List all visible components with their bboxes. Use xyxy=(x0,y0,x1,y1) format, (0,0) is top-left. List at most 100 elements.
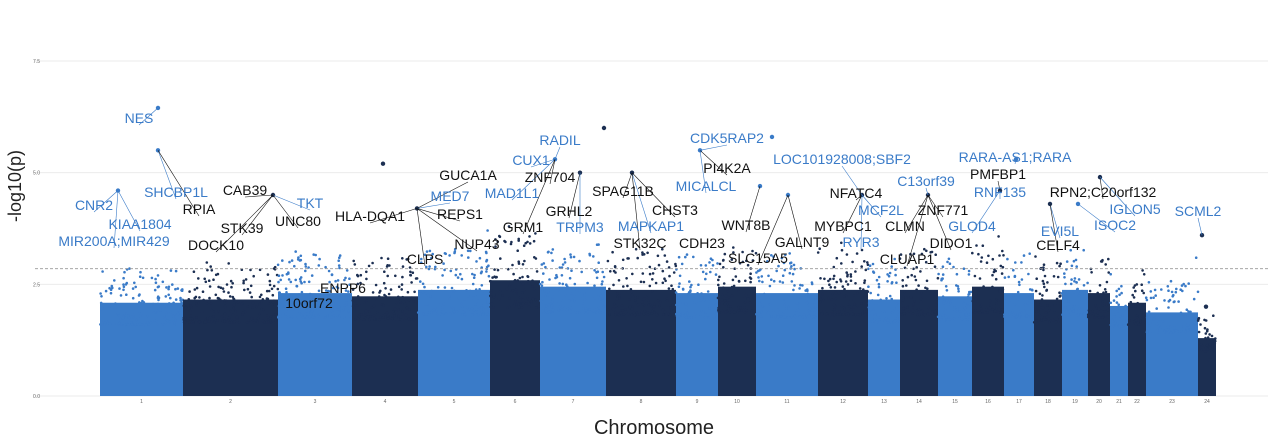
snp-point xyxy=(524,302,528,305)
snp-point xyxy=(648,284,652,288)
snp-point xyxy=(767,293,771,297)
x-tick-label: 21 xyxy=(1116,399,1122,405)
snp-point xyxy=(601,270,604,274)
snp-point xyxy=(936,315,940,319)
snp-point xyxy=(120,322,124,326)
snp-point xyxy=(810,315,814,319)
snp-point xyxy=(1078,306,1081,310)
snp-point xyxy=(1115,323,1119,326)
snp-point xyxy=(1148,330,1152,334)
snp-point xyxy=(746,263,750,267)
snp-point xyxy=(223,299,226,302)
snp-point xyxy=(485,258,489,262)
snp-point xyxy=(99,292,102,295)
x-tick-label: 15 xyxy=(952,399,958,405)
snp-point xyxy=(1170,290,1174,294)
snp-point xyxy=(174,287,177,291)
top-snp-point xyxy=(769,134,775,140)
snp-point xyxy=(383,270,386,274)
snp-point xyxy=(667,312,670,316)
snp-point xyxy=(704,264,708,267)
snp-point xyxy=(963,306,967,310)
snp-point xyxy=(864,268,868,272)
snp-point xyxy=(460,302,463,305)
snp-point xyxy=(307,309,311,312)
snp-point xyxy=(860,302,863,305)
snp-point xyxy=(904,296,908,300)
snp-point xyxy=(867,267,870,271)
snp-point xyxy=(806,289,809,293)
snp-point xyxy=(481,313,485,317)
snp-point xyxy=(406,290,410,294)
snp-point xyxy=(251,306,254,309)
snp-point xyxy=(285,291,288,294)
snp-point xyxy=(397,295,400,299)
snp-point xyxy=(254,319,257,322)
snp-point xyxy=(530,299,533,303)
snp-point xyxy=(570,298,574,301)
snp-point xyxy=(534,306,538,309)
snp-point xyxy=(973,274,977,278)
snp-point xyxy=(233,320,236,324)
snp-point xyxy=(1064,308,1068,312)
snp-point xyxy=(261,319,265,323)
snp-point xyxy=(153,288,157,292)
snp-point xyxy=(348,277,351,281)
snp-point xyxy=(1204,336,1207,340)
snp-point xyxy=(109,291,113,295)
label-leader-line xyxy=(511,159,556,201)
snp-point xyxy=(269,319,272,323)
snp-point xyxy=(467,256,470,259)
snp-point xyxy=(547,310,551,314)
snp-point xyxy=(338,307,341,311)
snp-point xyxy=(568,276,572,280)
snp-point xyxy=(926,287,929,291)
snp-point xyxy=(1034,320,1037,324)
chromosome-point-band xyxy=(1088,293,1110,396)
gene-label: SHCBP1L xyxy=(144,184,208,200)
snp-point xyxy=(212,315,215,318)
snp-point xyxy=(708,297,711,301)
snp-point xyxy=(1016,312,1019,316)
snp-point xyxy=(1179,311,1183,315)
label-leader-line xyxy=(241,194,274,236)
snp-point xyxy=(1192,297,1196,301)
snp-point xyxy=(213,321,216,324)
snp-point xyxy=(890,311,894,315)
snp-point xyxy=(812,304,815,308)
snp-point xyxy=(647,299,650,303)
snp-point xyxy=(723,299,727,302)
snp-point xyxy=(927,306,930,310)
snp-point xyxy=(535,270,539,273)
snp-point xyxy=(183,320,187,324)
snp-point xyxy=(1045,288,1049,292)
snp-point xyxy=(1129,300,1133,304)
snp-point xyxy=(351,299,355,302)
snp-point xyxy=(1046,304,1049,307)
snp-point xyxy=(628,305,632,309)
snp-point xyxy=(971,299,975,303)
snp-point xyxy=(911,306,915,309)
label-leader-line xyxy=(631,172,676,218)
snp-point xyxy=(766,311,769,315)
snp-point xyxy=(671,287,675,291)
snp-point xyxy=(293,264,296,268)
snp-point xyxy=(986,311,989,314)
snp-point xyxy=(885,297,888,300)
snp-point xyxy=(574,290,578,294)
snp-point xyxy=(630,307,634,311)
snp-point xyxy=(672,271,676,274)
gene-label: RYR3 xyxy=(842,234,879,250)
snp-point xyxy=(712,316,716,319)
chromosome-point-band xyxy=(1128,302,1146,396)
snp-point xyxy=(279,314,283,318)
snp-point xyxy=(1001,249,1004,253)
label-leader-line xyxy=(745,185,761,233)
snp-point xyxy=(265,314,269,317)
snp-point xyxy=(732,310,736,314)
snp-point xyxy=(169,269,173,272)
snp-point xyxy=(172,301,175,305)
snp-point xyxy=(420,261,423,265)
snp-point xyxy=(1061,313,1064,317)
snp-point xyxy=(755,312,758,316)
